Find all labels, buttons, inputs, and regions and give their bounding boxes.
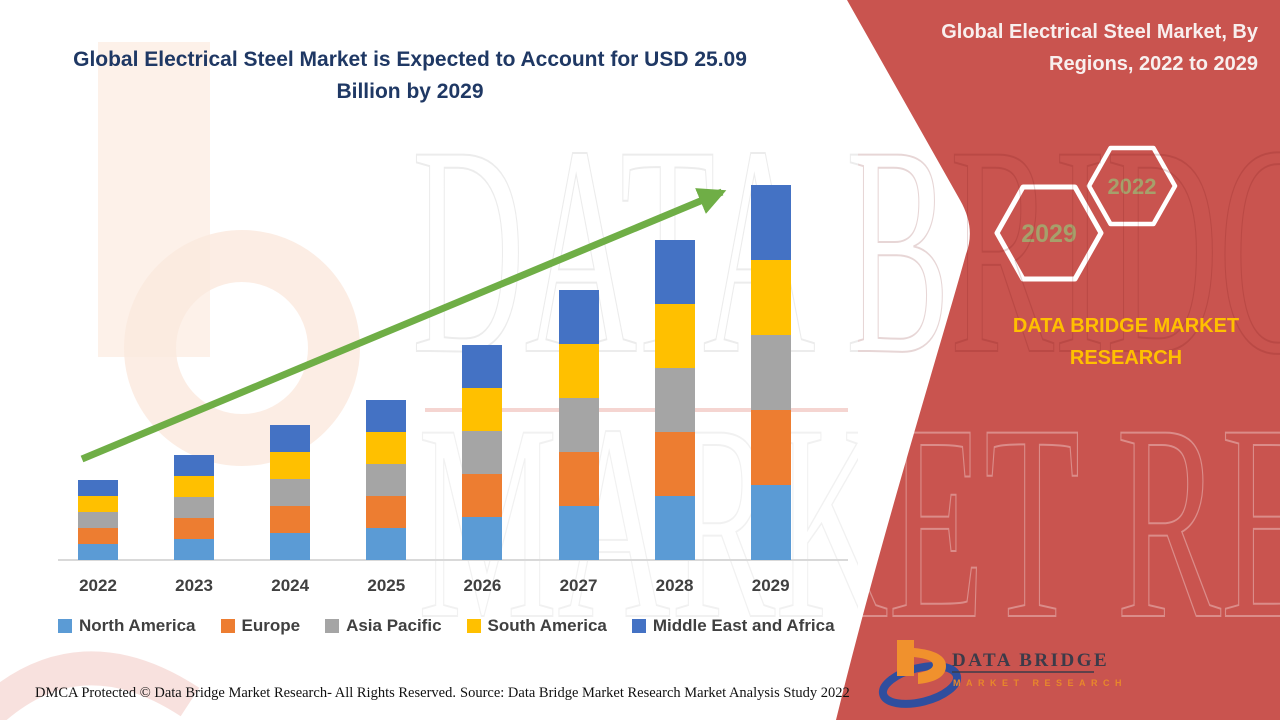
bar-segment-asia-pacific [462,431,503,474]
legend-item-asia-pacific: Asia Pacific [325,616,442,636]
stacked-bar-2022 [78,480,118,560]
bar-segment-middle-east-and-africa [750,185,791,260]
stacked-bar-2028 [654,240,695,560]
legend-swatch-icon [466,619,481,633]
stacked-bar-2025 [366,400,407,560]
legend-label: South America [487,616,607,635]
watermark-databridge-text-tail: DATA BRIDGE [858,84,1280,416]
hexagon-2029: 2029 [994,184,1104,282]
bar-segment-europe [174,518,215,539]
legend-item-europe: Europe [220,616,301,636]
legend-swatch-icon [631,619,646,633]
bar-segment-north-america [654,496,695,560]
x-axis-label-2026: 2026 [463,576,502,595]
bar-segment-asia-pacific [558,398,599,452]
bar-segment-middle-east-and-africa [558,290,599,344]
bar-segment-north-america [750,485,791,560]
panel-title: Global Electrical Steel Market, By Regio… [941,21,1258,75]
watermark-marketresearch-text-tail: MARKET RESEARCH [858,366,1280,677]
legend-label: Europe [241,616,301,635]
bar-segment-asia-pacific [270,479,311,506]
bar-segment-europe [270,506,311,533]
bar-segment-south-america [174,476,215,497]
stacked-bar-2026 [462,345,503,560]
x-axis-label-2025: 2025 [367,576,406,595]
bar-segment-north-america [366,528,407,560]
x-axis-label-2027: 2027 [559,576,598,595]
bar-segment-south-america [78,496,118,512]
hexagon-2022: 2022 [1086,145,1178,227]
bar-segment-europe [78,528,118,544]
bar-segment-middle-east-and-africa [174,455,215,476]
red-side-panel [836,0,1280,720]
bar-segment-asia-pacific [78,512,118,528]
hexagon-2022-label: 2022 [1108,174,1157,199]
x-axis-label-2024: 2024 [271,576,310,595]
bar-segment-middle-east-and-africa [270,425,311,452]
legend-item-north-america: North America [58,616,196,636]
dbmr-logo-tagline: MARKET RESEARCH [953,678,1127,688]
legend-swatch-icon [220,619,235,633]
bar-segment-asia-pacific [654,368,695,432]
bar-segment-north-america [462,517,503,560]
bar-segment-asia-pacific [366,464,407,496]
x-axis-label-2029: 2029 [751,576,790,595]
legend-label: Middle East and Africa [652,616,835,635]
brand-text: DATA BRIDGE MARKET RESEARCH [1012,315,1240,369]
stacked-bar-2023 [174,455,215,560]
legend-swatch-icon [325,619,340,633]
footer-dmca-text: DMCA Protected © Data Bridge Market Rese… [35,685,456,701]
x-axis-label-2022: 2022 [79,576,117,595]
x-axis-label-2023: 2023 [175,576,213,595]
dbmr-logo-name: DATA BRIDGE [952,650,1109,671]
bar-segment-middle-east-and-africa [462,345,503,388]
legend-swatch-icon [58,619,72,633]
dbmr-logo-mark-icon [878,640,962,708]
legend-label: North America [79,616,196,635]
stacked-bar-2029 [750,185,791,560]
bar-segment-middle-east-and-africa [654,240,695,304]
bar-segment-europe [462,474,503,517]
bar-segment-asia-pacific [750,335,791,410]
bar-segment-middle-east-and-africa [366,400,407,432]
pale-corner-swirl [0,651,200,720]
bar-segment-north-america [78,544,118,560]
x-axis-label-2028: 2028 [655,576,694,595]
bar-segment-south-america [558,344,599,398]
bar-segment-north-america [270,533,311,560]
bar-segment-asia-pacific [174,497,215,518]
bar-segment-north-america [558,506,599,560]
bar-segment-south-america [366,432,407,464]
footer-source-text: Source: Data Bridge Market Research Mark… [460,685,850,701]
legend-label: Asia Pacific [346,616,442,635]
bar-segment-europe [366,496,407,528]
bar-segment-europe [558,452,599,506]
bar-segment-south-america [654,304,695,368]
bar-segment-south-america [462,388,503,431]
bar-segment-europe [750,410,791,485]
stacked-bar-2027 [558,290,599,560]
x-axis-line [58,559,848,561]
legend-item-middle-east-and-africa: Middle East and Africa [631,616,835,636]
bar-segment-north-america [174,539,215,560]
stacked-bar-2024 [270,425,311,560]
bar-segment-europe [654,432,695,496]
dbmr-logo: DATA BRIDGE MARKET RESEARCH [878,640,1127,708]
hexagon-2029-label: 2029 [1021,220,1077,248]
legend-item-south-america: South America [466,616,607,636]
bar-segment-south-america [750,260,791,335]
bar-segment-middle-east-and-africa [78,480,118,496]
legend: North America Europe Asia Pacific South Ame… [58,616,835,636]
chart-title: Global Electrical Steel Market is Expect… [73,48,747,103]
watermark-layer-right: DATA BRIDGE MARKET RESEARCH [858,0,1280,720]
bar-segment-south-america [270,452,311,479]
